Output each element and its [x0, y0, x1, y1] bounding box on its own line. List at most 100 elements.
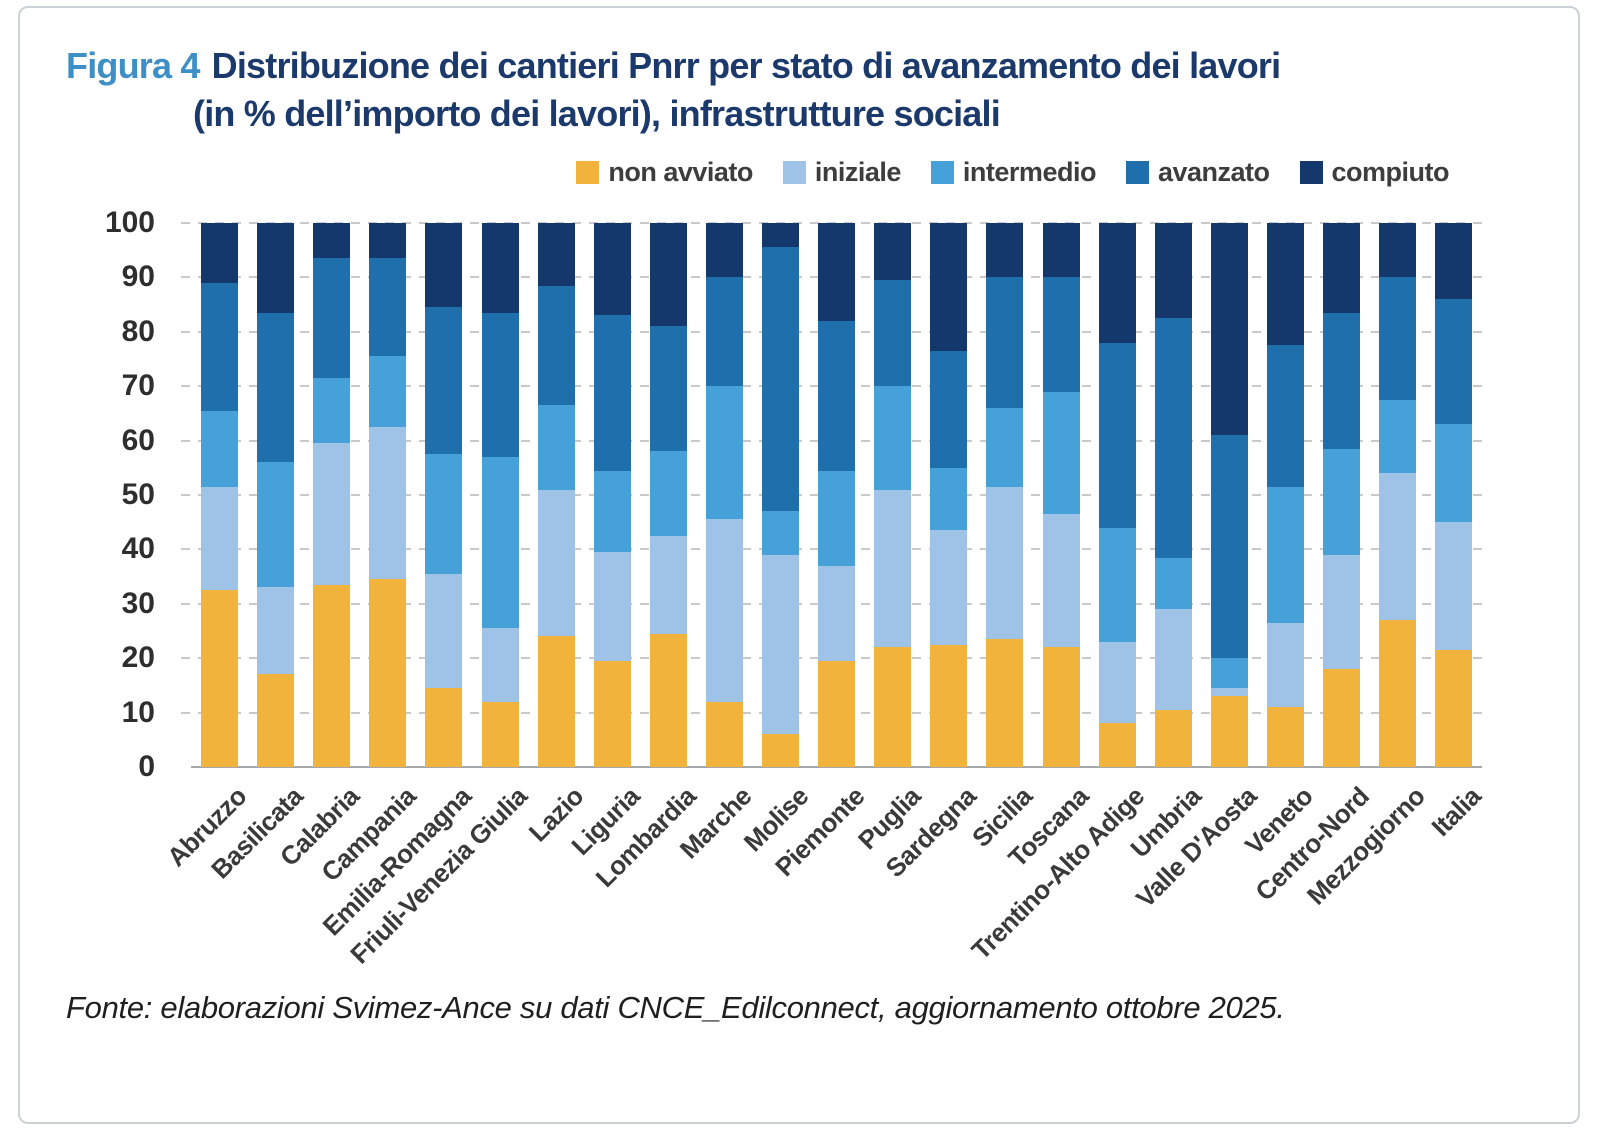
segment-intermedio: [1098, 527, 1136, 642]
segment-non-avviato: [537, 636, 575, 767]
segment-intermedio: [986, 407, 1024, 487]
segment-iniziale: [874, 489, 912, 648]
segment-avanzato: [425, 307, 463, 455]
segment-iniziale: [649, 535, 687, 634]
segment-avanzato: [369, 258, 407, 357]
segment-compiuto: [1379, 223, 1417, 278]
legend-swatch-iniziale: [782, 161, 806, 184]
segment-avanzato: [705, 277, 743, 387]
legend-item-compiuto: compiuto: [1299, 157, 1449, 188]
title-line-1: Figura 4 Distribuzione dei cantieri Pnrr …: [66, 42, 1281, 90]
segment-non-avviato: [930, 644, 968, 767]
bar-valle-d-aosta: [1210, 223, 1248, 767]
segment-intermedio: [818, 470, 856, 566]
segment-non-avviato: [1210, 696, 1248, 767]
segment-intermedio: [930, 467, 968, 531]
segment-non-avviato: [481, 701, 519, 767]
segment-compiuto: [257, 223, 295, 313]
segment-non-avviato: [593, 660, 631, 767]
segment-avanzato: [201, 282, 238, 411]
bar-campania: [369, 223, 407, 767]
bar-lombardia: [649, 223, 687, 767]
y-tick-label-80: 80: [121, 314, 155, 348]
legend-item-iniziale: iniziale: [782, 157, 901, 188]
segment-non-avviato: [257, 674, 295, 767]
segment-intermedio: [1323, 448, 1360, 555]
segment-compiuto: [986, 223, 1024, 278]
segment-non-avviato: [1042, 647, 1080, 767]
bar-trentino-alto-adige: [1098, 223, 1136, 767]
segment-intermedio: [649, 451, 687, 536]
bar-calabria: [313, 223, 351, 767]
segment-iniziale: [1435, 522, 1473, 650]
segment-avanzato: [1210, 435, 1248, 659]
source-note: Fonte: elaborazioni Svimez-Ance su dati …: [66, 990, 1285, 1025]
segment-avanzato: [593, 315, 631, 471]
segment-avanzato: [1266, 345, 1304, 487]
segment-non-avviato: [649, 633, 687, 767]
segment-intermedio: [762, 511, 799, 555]
bar-sardegna: [930, 223, 968, 767]
figure-title: Figura 4 Distribuzione dei cantieri Pnrr …: [66, 42, 1281, 137]
segment-compiuto: [762, 223, 799, 248]
segment-intermedio: [1379, 399, 1417, 474]
segment-avanzato: [874, 280, 912, 387]
segment-intermedio: [1266, 486, 1304, 623]
segment-iniziale: [1154, 609, 1192, 710]
segment-non-avviato: [1323, 669, 1360, 767]
segment-non-avviato: [313, 584, 351, 767]
bar-lazio: [537, 223, 575, 767]
segment-iniziale: [425, 573, 463, 689]
segment-iniziale: [986, 486, 1024, 640]
x-axis-baseline: [191, 766, 1482, 768]
segment-intermedio: [425, 454, 463, 574]
segment-compiuto: [537, 223, 575, 286]
segment-avanzato: [762, 247, 799, 512]
bar-sicilia: [986, 223, 1024, 767]
bar-basilicata: [257, 223, 295, 767]
segment-compiuto: [313, 223, 351, 259]
bar-puglia: [874, 223, 912, 767]
bar-centro-nord: [1323, 223, 1360, 767]
segment-non-avviato: [1379, 620, 1417, 767]
segment-intermedio: [369, 356, 407, 427]
y-tick-label-20: 20: [121, 641, 155, 675]
segment-compiuto: [1098, 223, 1136, 343]
segment-non-avviato: [874, 647, 912, 767]
segment-avanzato: [1098, 342, 1136, 528]
figure-number-label: Figura 4: [66, 45, 200, 86]
segment-compiuto: [818, 223, 856, 321]
segment-intermedio: [1435, 424, 1473, 523]
segment-iniziale: [1098, 641, 1136, 724]
bar-umbria: [1154, 223, 1192, 767]
segment-compiuto: [425, 223, 463, 308]
bar-piemonte: [818, 223, 856, 767]
y-tick-label-60: 60: [121, 423, 155, 457]
bar-toscana: [1042, 223, 1080, 767]
segment-avanzato: [481, 312, 519, 457]
legend-label-intermedio: intermedio: [962, 157, 1097, 187]
bar-liguria: [593, 223, 631, 767]
segment-iniziale: [257, 587, 295, 675]
chart-legend: non avviato iniziale intermedio avanzato…: [576, 157, 1449, 188]
y-tick-label-100: 100: [104, 206, 155, 239]
segment-compiuto: [1154, 223, 1192, 319]
segment-non-avviato: [818, 660, 856, 767]
segment-non-avviato: [1098, 723, 1136, 767]
segment-iniziale: [313, 443, 351, 585]
segment-non-avviato: [705, 701, 743, 767]
segment-avanzato: [649, 326, 687, 452]
y-tick-label-70: 70: [121, 369, 155, 403]
segment-compiuto: [1435, 223, 1473, 300]
segment-intermedio: [705, 386, 743, 520]
segment-iniziale: [481, 628, 519, 702]
segment-compiuto: [201, 223, 238, 283]
bar-mezzogiorno: [1379, 223, 1417, 767]
segment-intermedio: [313, 378, 351, 444]
bar-italia: [1435, 223, 1473, 767]
segment-intermedio: [481, 456, 519, 629]
segment-iniziale: [537, 489, 575, 637]
segment-non-avviato: [369, 579, 407, 767]
segment-non-avviato: [986, 639, 1024, 767]
segment-avanzato: [986, 277, 1024, 408]
